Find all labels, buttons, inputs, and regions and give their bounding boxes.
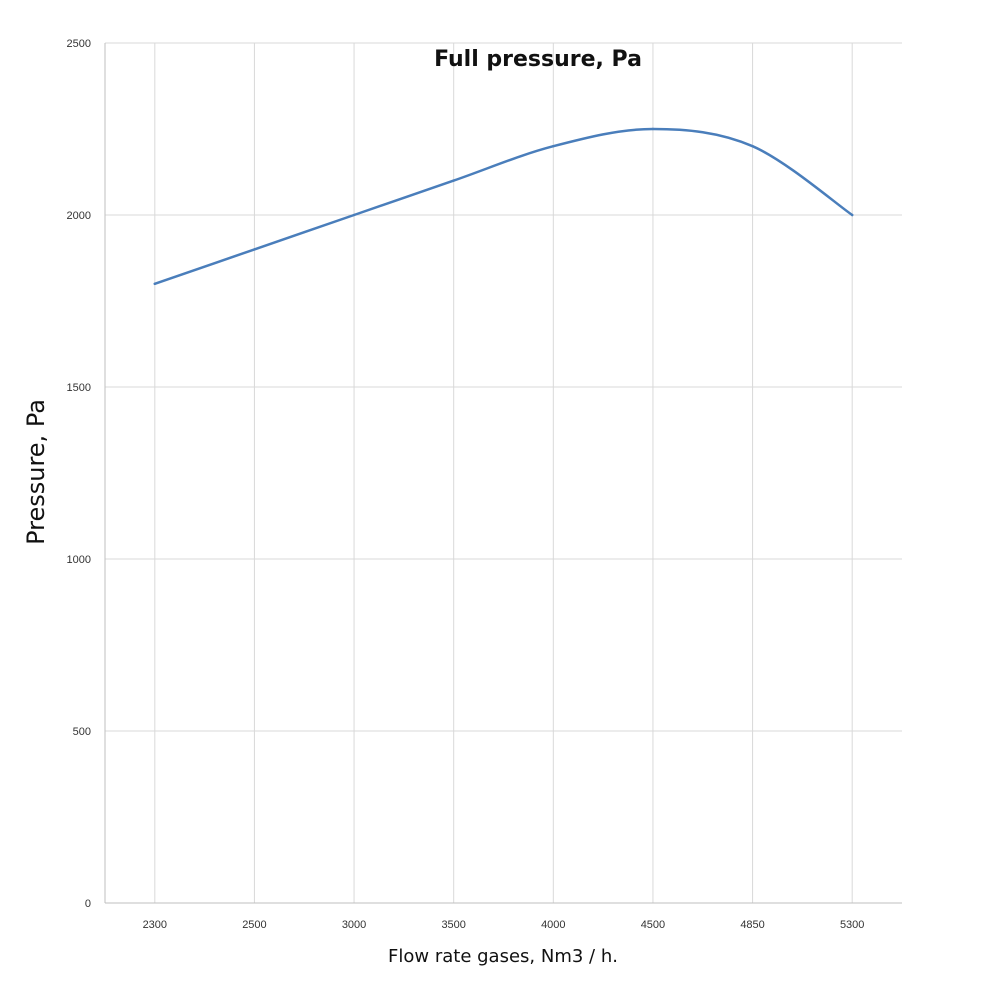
- data-point: [751, 145, 754, 148]
- y-tick-label: 1000: [67, 554, 91, 566]
- y-tick-label: 2000: [67, 210, 91, 222]
- x-tick-label: 4850: [740, 919, 764, 931]
- tick-labels: 0 500 1000 1500 2000 2500 2300 2500 3000 3500 4000…: [67, 38, 865, 931]
- x-tick-label: 2300: [143, 919, 167, 931]
- series-line: [153, 127, 854, 286]
- x-axis-title: Flow rate gases, Nm3 / h.: [388, 946, 618, 967]
- data-point: [352, 213, 356, 217]
- data-point: [552, 145, 555, 148]
- y-tick-label: 0: [85, 898, 91, 910]
- y-tick-label: 2500: [67, 38, 91, 50]
- series-layer: [153, 127, 854, 286]
- data-point: [452, 179, 455, 182]
- x-tick-label: 2500: [242, 919, 266, 931]
- y-tick-label: 1500: [67, 382, 91, 394]
- data-point: [253, 248, 256, 251]
- data-point: [850, 213, 854, 217]
- y-tick-label: 500: [73, 726, 91, 738]
- x-tick-label: 5300: [840, 919, 864, 931]
- y-axis-title: Pressure, Pa: [22, 399, 50, 545]
- axes: [104, 43, 902, 904]
- data-point: [651, 127, 655, 131]
- x-tick-label: 3500: [441, 919, 465, 931]
- grid-lines: [105, 42, 902, 903]
- x-tick-label: 3000: [342, 919, 366, 931]
- x-tick-label: 4000: [541, 919, 565, 931]
- chart-title: Full pressure, Pa: [434, 47, 642, 72]
- x-tick-label: 4500: [641, 919, 665, 931]
- data-point: [153, 282, 157, 285]
